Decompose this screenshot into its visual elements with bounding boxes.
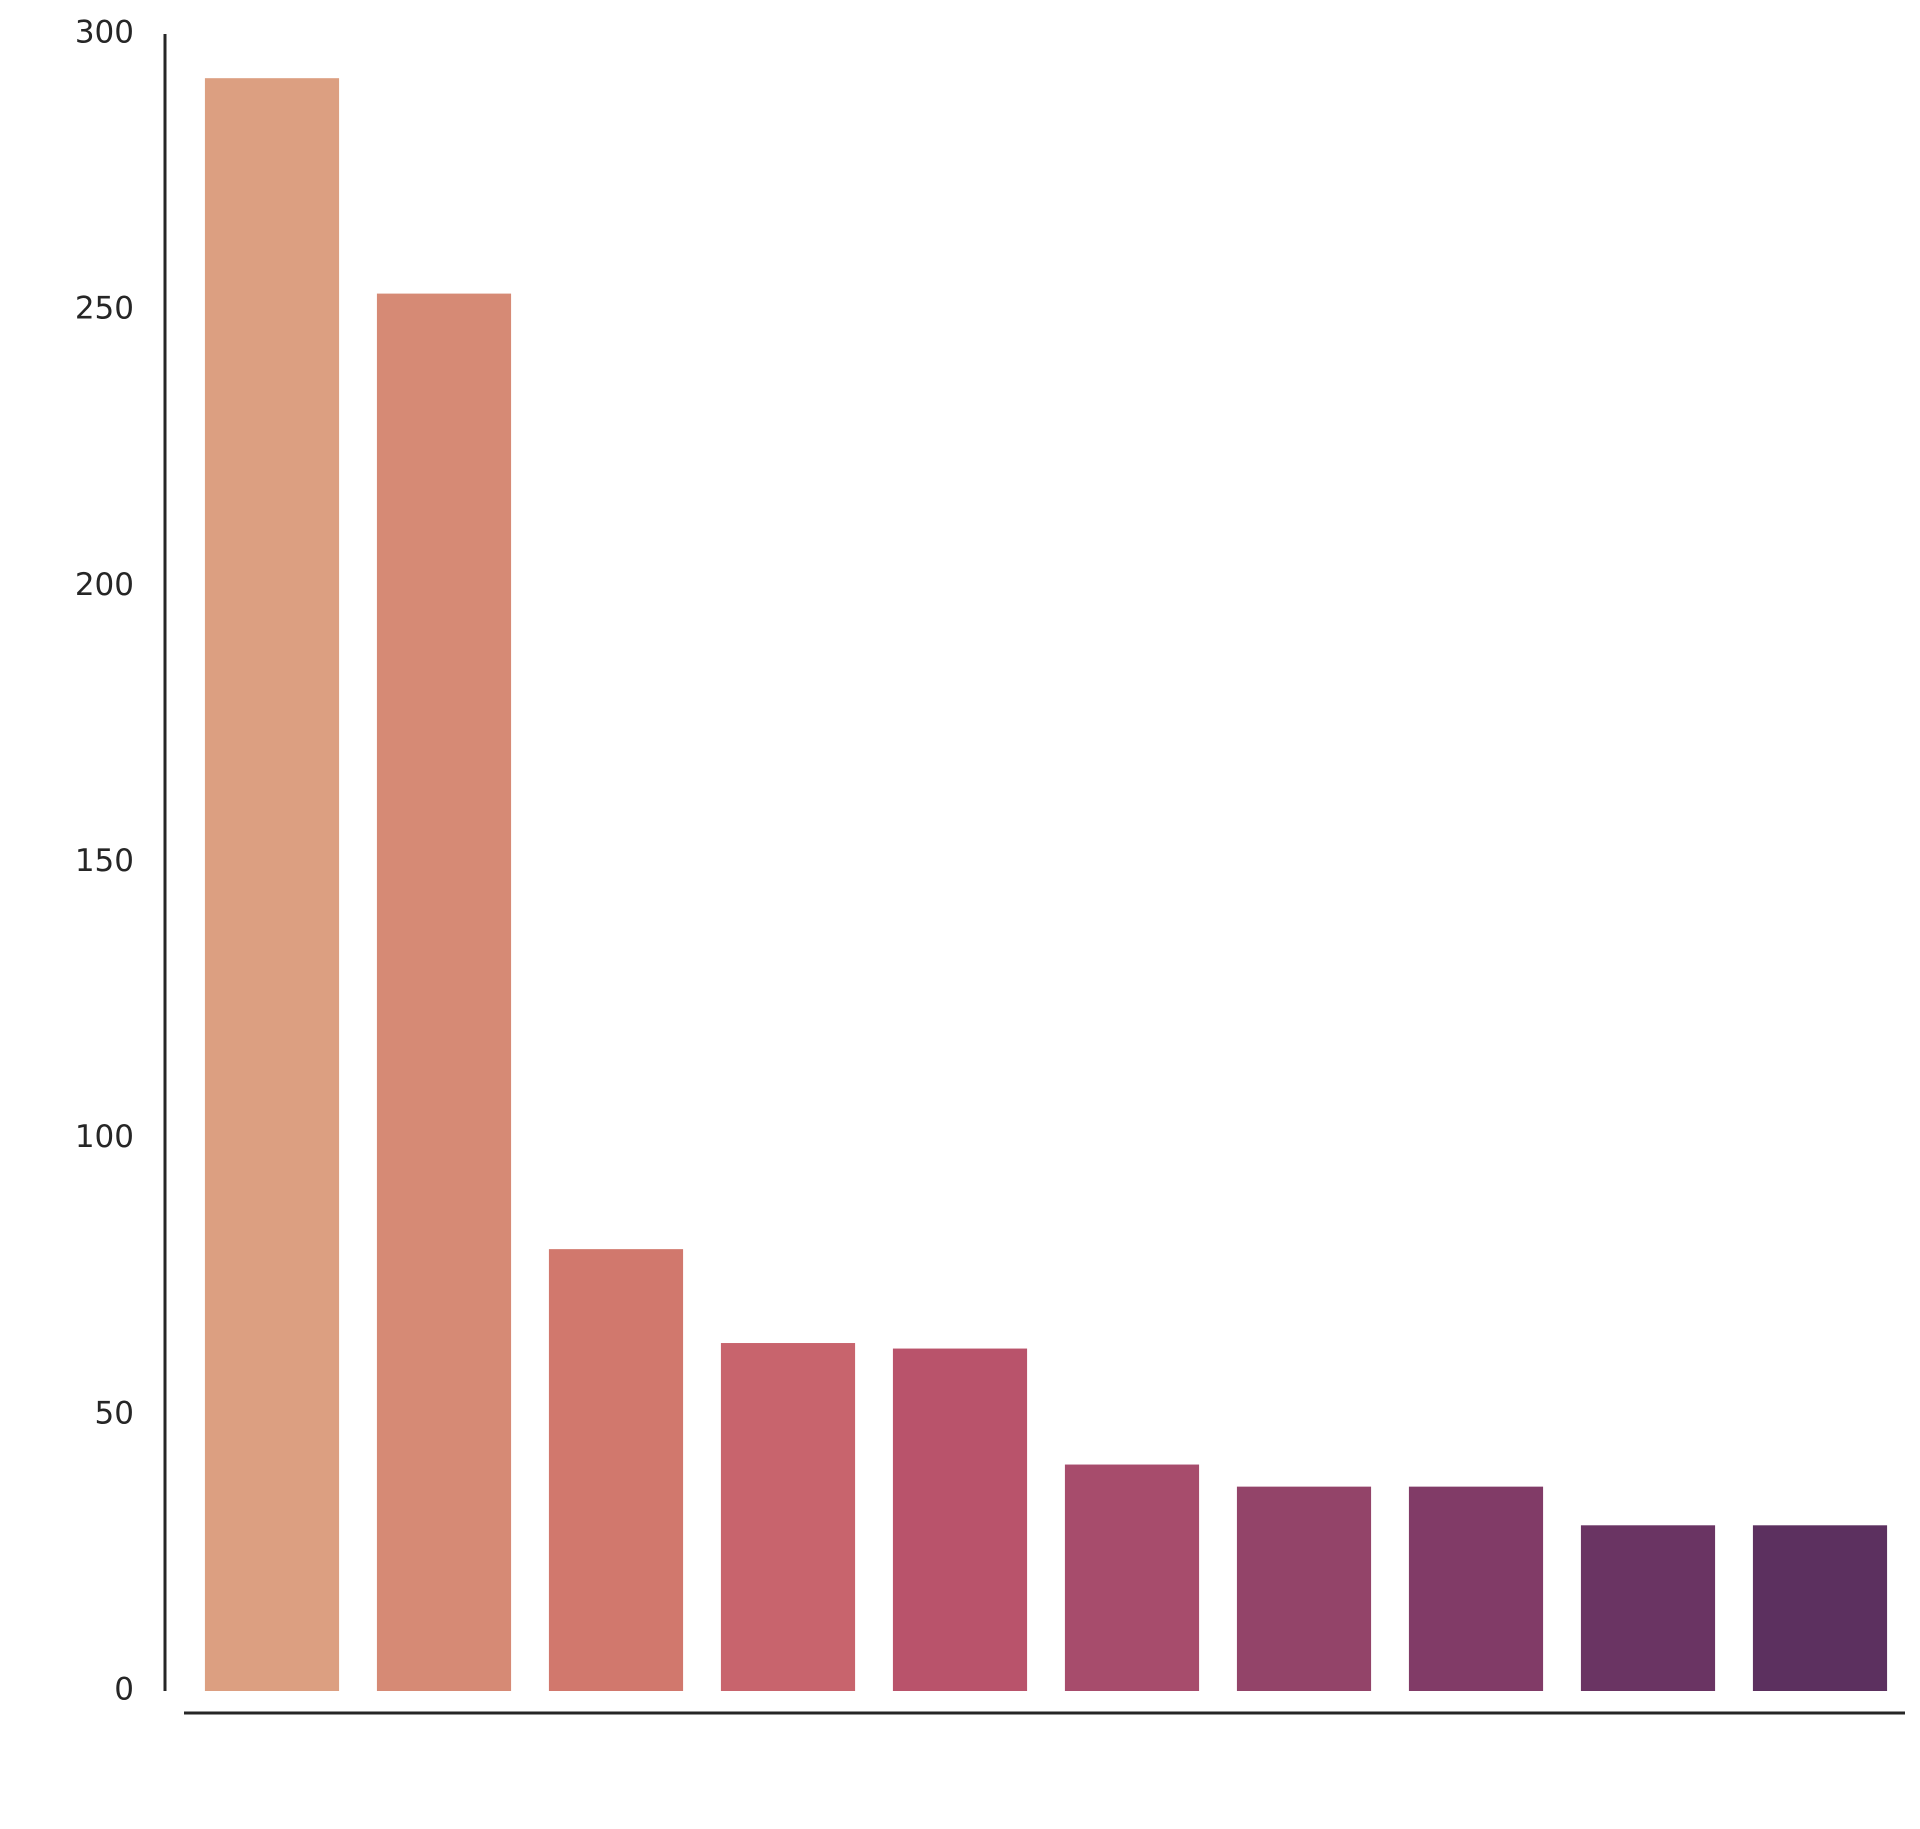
bar bbox=[1064, 1464, 1200, 1691]
y-tick-label: 50 bbox=[95, 1395, 134, 1431]
bar bbox=[1752, 1525, 1888, 1691]
y-tick-label: 250 bbox=[75, 291, 134, 327]
bar bbox=[1408, 1486, 1544, 1691]
y-tick-label: 100 bbox=[75, 1119, 134, 1155]
bar bbox=[548, 1249, 684, 1691]
bar bbox=[204, 78, 340, 1692]
y-tick-label: 150 bbox=[75, 843, 134, 879]
bar bbox=[376, 293, 512, 1691]
y-tick-label: 300 bbox=[75, 15, 134, 51]
bar bbox=[1236, 1486, 1372, 1691]
y-tick-label: 0 bbox=[114, 1672, 134, 1708]
bar bbox=[720, 1343, 856, 1691]
y-tick-label: 200 bbox=[75, 567, 134, 603]
bar bbox=[1580, 1525, 1716, 1691]
bar bbox=[892, 1348, 1028, 1691]
